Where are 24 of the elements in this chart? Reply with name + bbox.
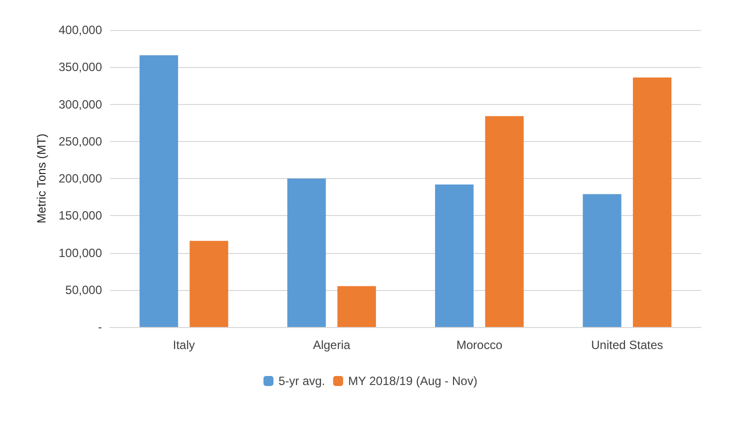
x-tick-label: United States (591, 338, 664, 352)
y-tick-label: - (98, 320, 102, 334)
y-tick-label: 300,000 (58, 97, 102, 112)
x-tick-label: Algeria (312, 338, 351, 352)
y-tick-label: 200,000 (58, 172, 102, 186)
legend-label: 5-yr avg. (278, 374, 326, 388)
bar (287, 178, 326, 327)
bar (582, 194, 622, 327)
y-tick-label: 250,000 (58, 134, 102, 148)
legend-label: MY 2018/19 (Aug - Nov) (348, 374, 478, 388)
y-tick-label: 50,000 (65, 282, 102, 297)
bar (632, 78, 672, 327)
y-axis-title: Metric Tons (MT) (34, 134, 49, 224)
y-tick-label: 100,000 (58, 246, 102, 260)
y-tick-label: 150,000 (58, 208, 102, 223)
y-tick-label: 400,000 (58, 23, 102, 37)
bar (485, 116, 524, 327)
x-tick-label: Italy (172, 338, 195, 352)
y-tick-label: 350,000 (58, 60, 102, 74)
bar (435, 184, 474, 327)
x-tick-label: Morocco (456, 338, 503, 352)
bar (190, 240, 228, 327)
bar (337, 286, 376, 327)
bar (140, 55, 178, 327)
